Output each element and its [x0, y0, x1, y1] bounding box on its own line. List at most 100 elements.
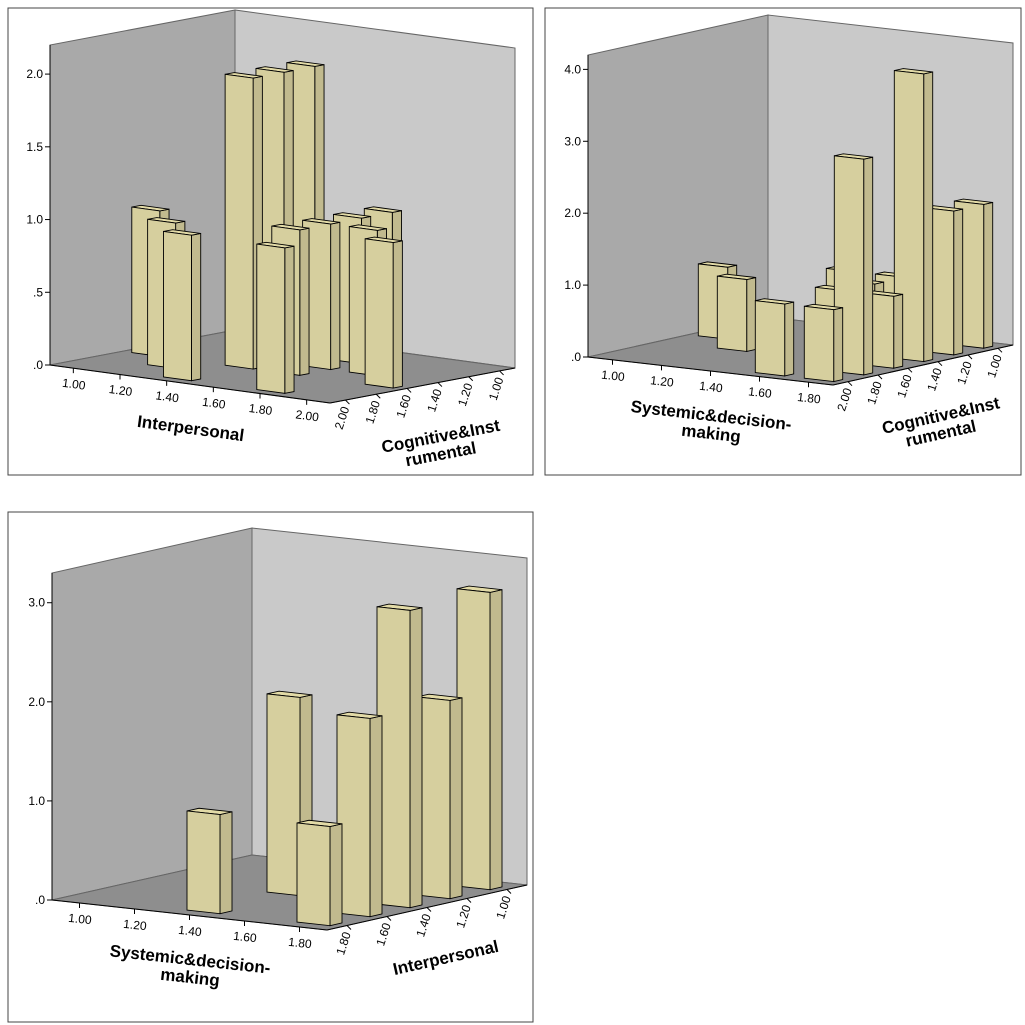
bar [716, 273, 757, 352]
bar-front [224, 73, 254, 370]
y-tick-label: .0 [35, 893, 45, 907]
z-tick [937, 361, 943, 367]
bar-side [449, 697, 463, 900]
x-tick-label: 1.00 [61, 376, 86, 393]
x-tick-label: 1.40 [699, 379, 724, 396]
y-tick-label: 1.0 [564, 278, 581, 292]
y-tick-label: 2.0 [564, 206, 581, 220]
z-tick-label: 1.00 [486, 375, 507, 402]
z-tick [386, 916, 392, 921]
z-tick [426, 907, 432, 912]
z-tick-label: 1.00 [493, 894, 514, 921]
z-tick-label: 1.00 [984, 353, 1005, 380]
bar-front [803, 305, 835, 383]
chart: .0 1.0 2.0 3.0 4.0 1.00 1.20 1.40 1.60 1.80 2.00 1.… [544, 7, 1022, 476]
x-axis [49, 364, 331, 404]
bar-side [983, 201, 994, 349]
bar-side [953, 208, 964, 356]
bar-front [376, 606, 411, 909]
x-tick-label: 1.40 [178, 923, 203, 939]
z-tick [499, 370, 504, 376]
bar [893, 68, 934, 363]
bar-side [329, 823, 343, 927]
z-tick [375, 393, 381, 399]
bar [296, 819, 343, 927]
z-tick-label: 1.80 [864, 379, 885, 406]
bar-side [330, 221, 341, 371]
z-tick [877, 374, 883, 380]
z-tick [346, 925, 352, 930]
bar [416, 693, 463, 900]
bar [376, 603, 423, 909]
z-tick [466, 898, 472, 903]
bar [302, 218, 341, 371]
z-tick-label: 1.40 [924, 366, 945, 393]
z-tick [997, 347, 1003, 353]
bar-side [833, 307, 844, 383]
z-tick-label: 1.20 [455, 381, 476, 408]
x-tick-label: 1.00 [601, 368, 626, 385]
y-tick-label: 3.0 [564, 134, 581, 148]
z-axis [329, 367, 516, 404]
z-tick [406, 388, 412, 393]
x-tick-label: 2.00 [295, 407, 320, 424]
x-tick-label: 1.60 [201, 395, 226, 412]
chart: .0 1.0 2.0 3.0 1.00 1.20 1.40 1.60 1.80 1.80 1.60 1… [7, 511, 534, 1023]
z-tick-label: 1.60 [373, 921, 394, 948]
y-tick-label: 1.0 [26, 213, 43, 227]
y-tick-label: 2.0 [28, 695, 45, 709]
bar [803, 303, 844, 383]
x-tick-label: 1.80 [797, 390, 822, 407]
x-tick-label: 1.40 [155, 388, 180, 405]
z-tick-label: 1.80 [363, 399, 384, 426]
z-tick-label: 1.60 [894, 373, 915, 400]
bar-front [186, 810, 221, 915]
bar-side [191, 232, 202, 382]
bar [754, 298, 795, 377]
y-tick-label: .0 [33, 358, 43, 372]
y-tick-label: 1.5 [26, 140, 43, 154]
bar [456, 585, 503, 891]
chart: .0 .5 1.0 1.5 2.0 1.00 1.20 1.40 1.60 1.80 2.00 2.0… [7, 7, 534, 476]
bar-front [163, 230, 192, 382]
z-tick [847, 381, 853, 387]
x-tick-label: 1.20 [108, 382, 133, 399]
z-tick-label: 1.20 [954, 359, 975, 386]
bar-front [336, 714, 371, 918]
x-tick-label: 1.60 [233, 929, 258, 945]
bar-side [284, 245, 295, 394]
z-tick-label: 1.20 [453, 903, 474, 930]
z-tick [506, 889, 512, 894]
x-tick-label: 1.60 [748, 384, 773, 401]
z-tick [437, 382, 443, 387]
z-tick-label: 1.80 [333, 930, 354, 957]
bar [186, 807, 233, 915]
z-tick [345, 399, 350, 405]
z-tick [468, 376, 474, 382]
bar [336, 711, 383, 918]
bar [364, 236, 403, 389]
y-tick-label: 1.0 [28, 794, 45, 808]
x-tick-label: 1.00 [68, 911, 93, 927]
bar-side [369, 715, 383, 918]
bar-side [893, 293, 904, 369]
bar-side [923, 71, 934, 363]
z-tick [907, 367, 913, 373]
x-tick-label: 1.80 [248, 401, 273, 418]
bar-side [299, 227, 310, 376]
z-tick [967, 354, 973, 360]
y-tick-label: 4.0 [564, 62, 581, 76]
y-tick-label: 3.0 [28, 596, 45, 610]
z-axis [832, 344, 1014, 386]
bar-side [219, 811, 233, 915]
bar-front [296, 822, 331, 927]
z-tick-label: 2.00 [834, 386, 855, 413]
bar-front [266, 693, 301, 897]
bar-side [784, 301, 795, 377]
bar-front [754, 300, 786, 377]
y-tick-label: .0 [571, 350, 581, 364]
bar-side [746, 276, 757, 352]
bar-front [256, 243, 286, 394]
